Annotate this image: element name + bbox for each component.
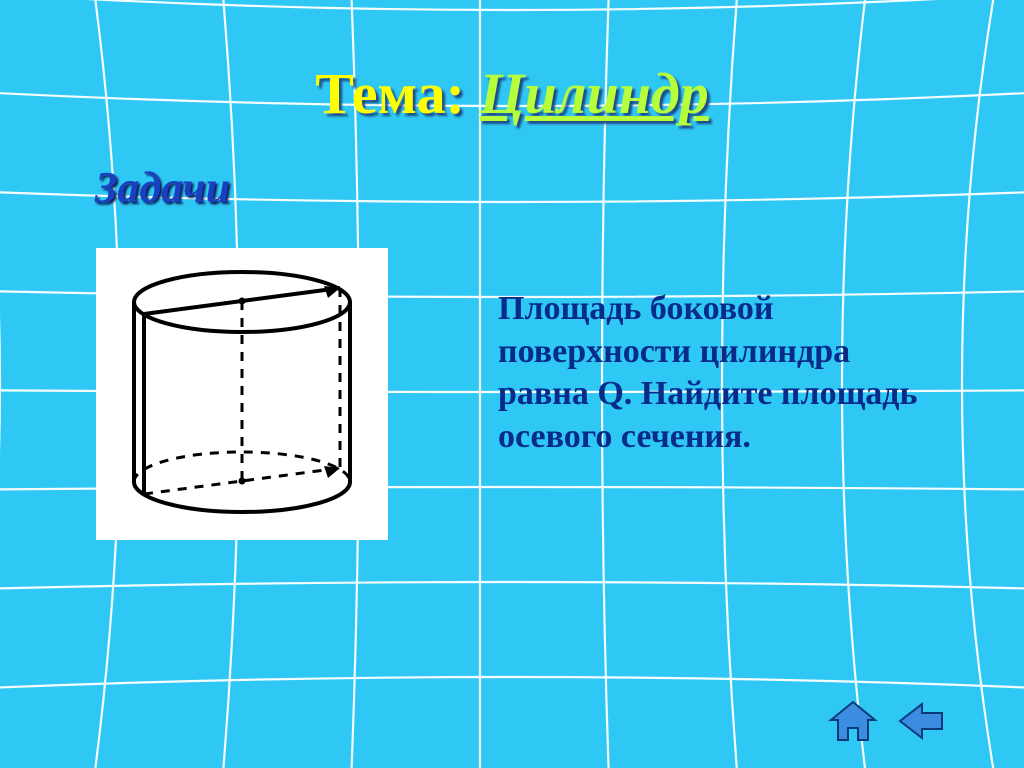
cylinder-svg [96, 248, 388, 540]
nav-controls [828, 700, 946, 742]
home-button[interactable] [828, 700, 878, 742]
problem-text: Площадь боковой поверхности цилиндра рав… [498, 288, 938, 458]
slide-title: Тема: Цилиндр [0, 60, 1024, 127]
title-main: Цилиндр [479, 61, 708, 126]
title-prefix: Тема: [315, 61, 479, 126]
slide-subtitle: Задачи [95, 162, 230, 213]
arrow-left-icon [896, 700, 946, 742]
back-button[interactable] [896, 700, 946, 742]
home-icon [828, 700, 878, 742]
cylinder-figure [96, 248, 388, 540]
slide-content: Тема: Цилиндр Задачи [0, 0, 1024, 768]
